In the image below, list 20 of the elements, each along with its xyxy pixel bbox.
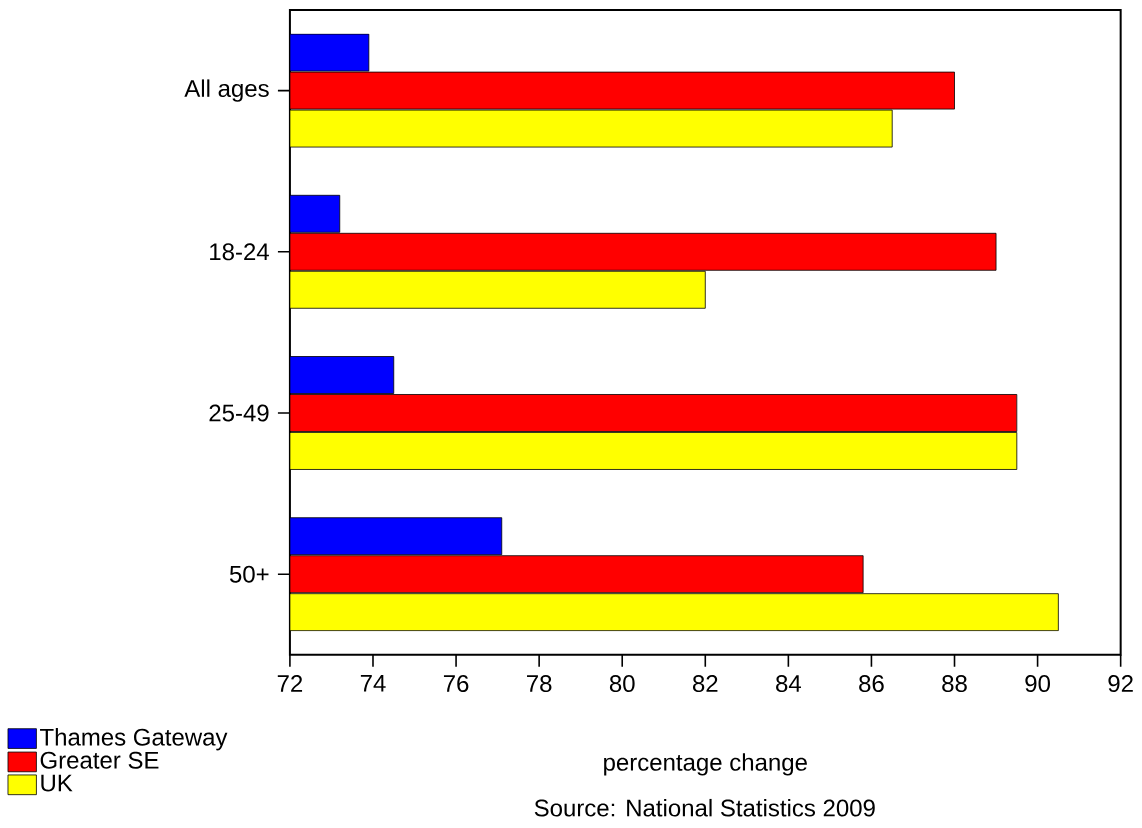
- legend-label: UK: [41, 774, 73, 792]
- x-tick-label: 74: [360, 675, 386, 692]
- y-tick-label: 25-49: [209, 404, 269, 422]
- y-tick-label: 18-24: [210, 243, 269, 261]
- x-tick-label: 76: [443, 675, 469, 693]
- x-tick-label: 72: [277, 675, 303, 692]
- legend-label: Thames Gateway: [40, 728, 228, 751]
- x-tick-label: 92: [1108, 675, 1133, 693]
- x-tick-label: 82: [692, 675, 718, 693]
- source-note: Source: National Statistics 2009: [534, 799, 875, 817]
- x-tick-label: 80: [609, 675, 635, 693]
- x-tick-label: 84: [776, 675, 802, 693]
- x-tick-label: 86: [859, 675, 884, 693]
- y-tick-label: 50+: [229, 565, 269, 583]
- x-tick-label: 88: [942, 675, 967, 693]
- x-axis-title: percentage change: [604, 753, 807, 776]
- y-tick-label: All ages: [184, 79, 269, 102]
- legend-label: Greater SE: [40, 751, 159, 769]
- x-tick-label: 90: [1025, 675, 1050, 693]
- x-tick-label: 78: [527, 675, 552, 693]
